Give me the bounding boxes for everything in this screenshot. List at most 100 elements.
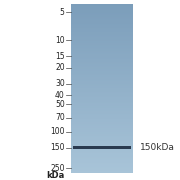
Bar <box>71 71 133 72</box>
Bar <box>71 48 133 49</box>
Bar <box>71 85 133 86</box>
Bar <box>71 142 133 143</box>
Bar <box>71 171 133 172</box>
Bar <box>71 92 133 93</box>
Bar <box>71 25 133 26</box>
Bar <box>71 73 133 74</box>
Bar <box>71 86 133 87</box>
Bar <box>71 40 133 41</box>
Bar <box>71 103 133 104</box>
Bar <box>71 139 133 140</box>
Bar <box>71 30 133 31</box>
Bar <box>71 131 133 132</box>
Bar <box>71 124 133 125</box>
Bar <box>71 156 133 157</box>
Bar <box>71 75 133 76</box>
Bar <box>71 88 133 89</box>
Bar <box>71 93 133 94</box>
Bar <box>71 158 133 159</box>
Bar <box>71 120 133 121</box>
Bar <box>71 121 133 122</box>
Bar <box>71 26 133 27</box>
Bar <box>71 164 133 165</box>
Bar <box>71 141 133 142</box>
Bar <box>71 20 133 21</box>
Bar <box>71 68 133 69</box>
Bar <box>71 67 133 68</box>
Bar <box>71 127 133 128</box>
Bar <box>71 104 133 105</box>
Bar <box>71 24 133 25</box>
Bar <box>71 140 133 141</box>
Bar <box>71 95 133 96</box>
Bar <box>71 11 133 12</box>
Bar <box>71 113 133 114</box>
Bar <box>71 162 133 163</box>
Bar <box>71 38 133 39</box>
Bar <box>71 83 133 84</box>
Bar <box>71 44 133 45</box>
Bar <box>71 147 133 148</box>
Bar <box>71 54 133 55</box>
Bar <box>71 8 133 9</box>
Bar <box>71 112 133 113</box>
Bar <box>71 118 133 119</box>
Bar <box>71 16 133 17</box>
Bar <box>71 138 133 139</box>
Bar <box>71 107 133 108</box>
Bar <box>71 169 133 170</box>
Bar <box>71 49 133 50</box>
Bar <box>71 17 133 18</box>
Bar <box>71 19 133 20</box>
Bar <box>71 123 133 124</box>
Bar <box>71 6 133 7</box>
Bar <box>71 14 133 15</box>
Bar <box>71 116 133 117</box>
Bar <box>71 61 133 62</box>
Bar <box>71 78 133 79</box>
Bar <box>71 21 133 22</box>
Text: 10: 10 <box>55 35 65 44</box>
Bar <box>71 5 133 6</box>
Bar <box>71 89 133 90</box>
Bar <box>71 7 133 8</box>
Bar <box>71 153 133 154</box>
Bar <box>71 35 133 36</box>
Text: 40: 40 <box>55 91 65 100</box>
Bar <box>71 115 133 116</box>
Bar <box>71 166 133 167</box>
Bar <box>71 45 133 46</box>
Bar <box>71 9 133 10</box>
Bar <box>71 34 133 35</box>
Bar <box>71 97 133 98</box>
Bar <box>71 119 133 120</box>
Bar <box>71 160 133 161</box>
Bar <box>71 12 133 13</box>
Bar <box>71 152 133 153</box>
Bar <box>71 122 133 123</box>
Bar <box>71 53 133 54</box>
Bar <box>71 149 133 150</box>
Bar <box>71 148 133 149</box>
Bar <box>71 146 133 147</box>
Bar <box>71 117 133 118</box>
Bar <box>71 108 133 109</box>
Bar <box>71 66 133 67</box>
Text: 150kDa: 150kDa <box>140 143 174 152</box>
Bar <box>71 81 133 82</box>
Bar <box>71 59 133 60</box>
Bar <box>71 135 133 136</box>
Bar <box>71 39 133 40</box>
Bar <box>71 170 133 171</box>
Bar <box>71 128 133 129</box>
Bar <box>71 32 133 33</box>
Bar <box>71 37 133 38</box>
Bar <box>71 77 133 78</box>
Bar <box>71 27 133 28</box>
Bar <box>71 161 133 162</box>
Bar <box>71 91 133 92</box>
Text: kDa: kDa <box>46 171 65 180</box>
Bar <box>71 65 133 66</box>
Bar <box>71 150 133 151</box>
Bar <box>71 69 133 70</box>
